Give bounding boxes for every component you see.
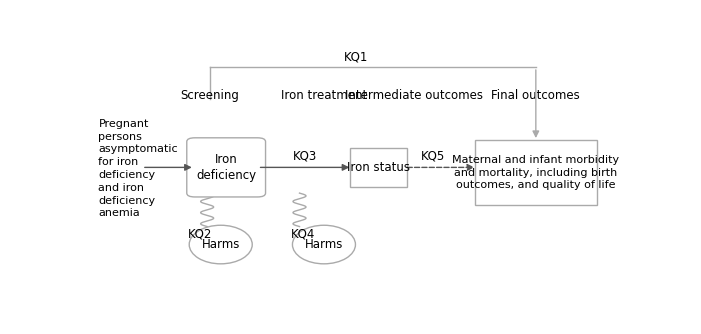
FancyBboxPatch shape <box>475 140 597 205</box>
Text: KQ2: KQ2 <box>188 228 212 241</box>
FancyBboxPatch shape <box>186 138 266 197</box>
Text: Harms: Harms <box>202 238 240 251</box>
Text: Screening: Screening <box>180 89 239 102</box>
Text: KQ3: KQ3 <box>293 149 317 162</box>
Text: Intermediate outcomes: Intermediate outcomes <box>345 89 482 102</box>
Text: Iron
deficiency: Iron deficiency <box>196 153 257 182</box>
Ellipse shape <box>189 225 252 264</box>
Text: KQ5: KQ5 <box>421 149 444 162</box>
Text: Iron treatment: Iron treatment <box>281 89 367 102</box>
Text: Pregnant
persons
asymptomatic
for iron
deficiency
and iron
deficiency
anemia: Pregnant persons asymptomatic for iron d… <box>98 119 178 218</box>
Text: Final outcomes: Final outcomes <box>491 89 580 102</box>
Text: KQ4: KQ4 <box>292 228 315 241</box>
Ellipse shape <box>292 225 355 264</box>
Text: Harms: Harms <box>305 238 343 251</box>
Text: Iron status: Iron status <box>347 161 410 174</box>
Text: Maternal and infant morbidity
and mortality, including birth
outcomes, and quali: Maternal and infant morbidity and mortal… <box>452 155 620 190</box>
Text: KQ1: KQ1 <box>344 50 369 63</box>
FancyBboxPatch shape <box>350 148 407 187</box>
